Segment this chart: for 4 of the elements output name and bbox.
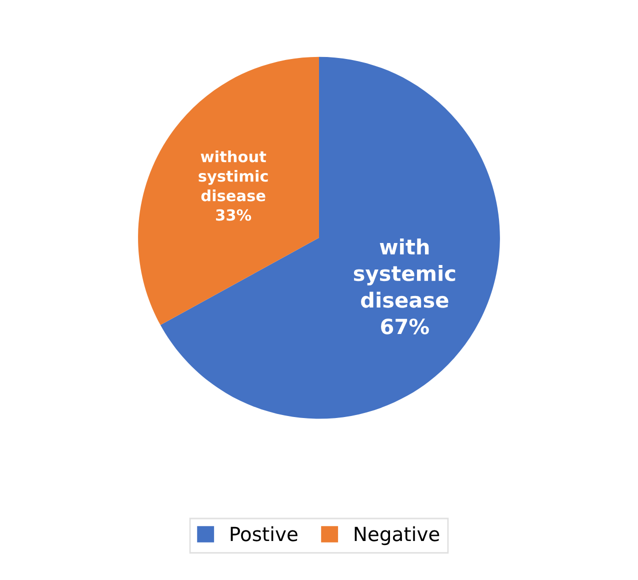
legend-label: Postive bbox=[230, 526, 298, 542]
data-label: with systemic disease 67% bbox=[354, 238, 456, 334]
legend-label: Negative bbox=[354, 526, 440, 546]
data-label: without systimic disease 33% bbox=[198, 150, 268, 221]
